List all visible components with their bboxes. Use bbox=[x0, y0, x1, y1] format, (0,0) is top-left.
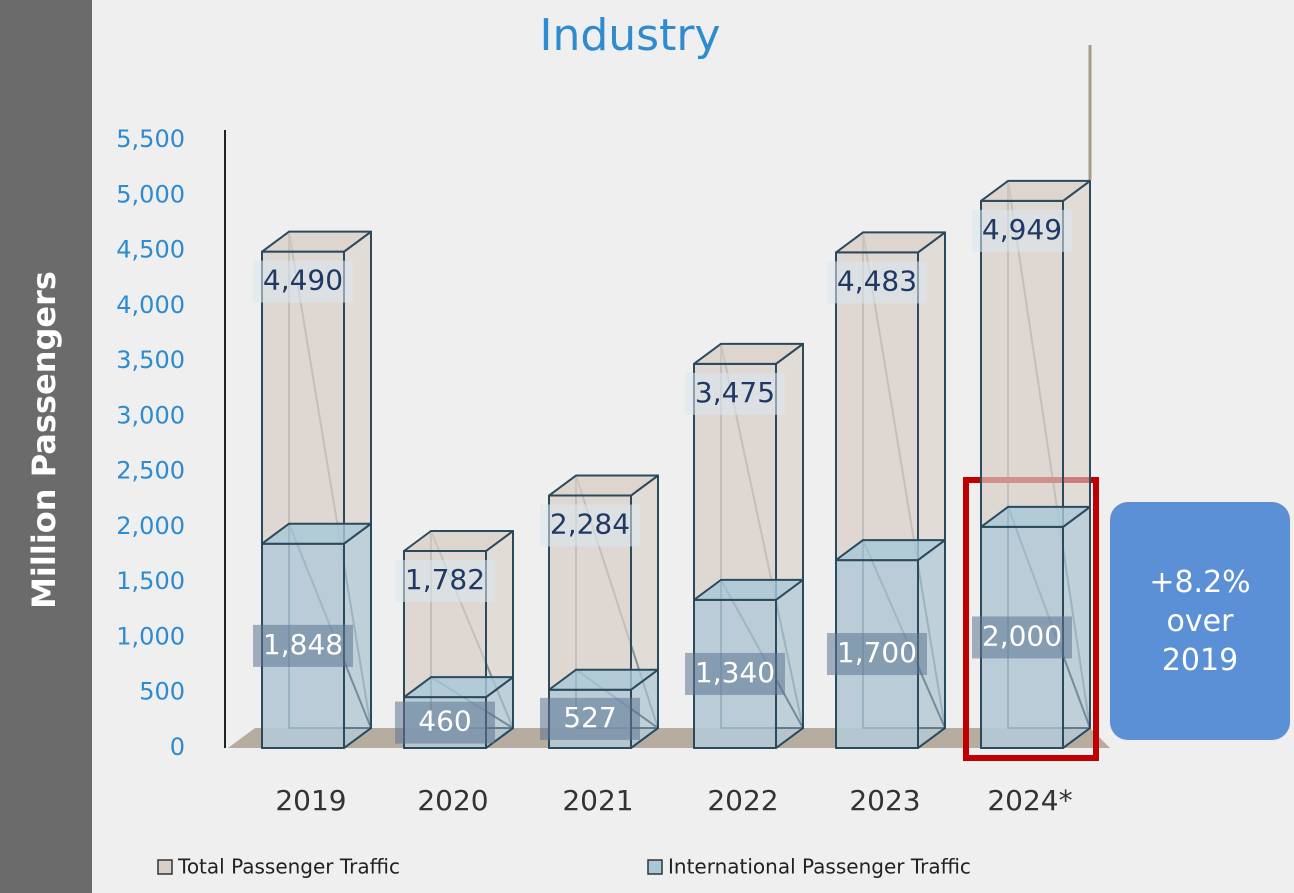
value-label: 460 bbox=[418, 705, 471, 738]
label-bg bbox=[685, 372, 785, 415]
bar-top bbox=[548, 668, 659, 691]
bar-top bbox=[980, 179, 1091, 202]
label-bg bbox=[253, 624, 353, 667]
value-label: 1,848 bbox=[263, 628, 343, 661]
value-label: 2,000 bbox=[982, 619, 1062, 652]
bar-top bbox=[261, 522, 372, 545]
bar-top bbox=[403, 530, 514, 553]
value-label: 1,700 bbox=[837, 636, 917, 669]
x-tick-label: 2022 bbox=[707, 784, 778, 817]
label-bg bbox=[395, 701, 495, 744]
y-tick-label: 1,000 bbox=[116, 622, 185, 650]
value-label: 1,340 bbox=[695, 656, 775, 689]
y-axis-label: Million Passengers bbox=[25, 271, 63, 609]
bar-top bbox=[693, 578, 804, 601]
x-tick-label: 2019 bbox=[275, 784, 346, 817]
label-bg bbox=[540, 504, 640, 547]
axis-band bbox=[0, 0, 92, 893]
label-bg bbox=[827, 261, 927, 304]
bar-top bbox=[980, 505, 1091, 528]
value-label: 2,284 bbox=[550, 508, 630, 541]
bar-top bbox=[835, 231, 946, 254]
y-tick-label: 4,000 bbox=[116, 291, 185, 319]
label-bg bbox=[972, 616, 1072, 659]
label-bg bbox=[395, 560, 495, 603]
value-label: 1,782 bbox=[405, 563, 485, 596]
legend-label: International Passenger Traffic bbox=[668, 855, 971, 879]
y-tick-label: 500 bbox=[139, 678, 185, 706]
bar-top bbox=[261, 230, 372, 253]
label-bg bbox=[685, 652, 785, 695]
y-tick-label: 4,500 bbox=[116, 236, 185, 264]
y-tick-label: 3,000 bbox=[116, 401, 185, 429]
label-bg bbox=[972, 209, 1072, 252]
legend-label: Total Passenger Traffic bbox=[177, 855, 400, 879]
bar-top bbox=[835, 539, 946, 562]
y-tick-label: 5,500 bbox=[116, 125, 185, 153]
value-label: 4,949 bbox=[982, 213, 1062, 246]
y-tick-label: 0 bbox=[170, 733, 185, 761]
y-tick-label: 3,500 bbox=[116, 346, 185, 374]
legend-swatch bbox=[647, 859, 663, 875]
label-bg bbox=[540, 697, 640, 740]
y-tick-label: 5,000 bbox=[116, 180, 185, 208]
value-label: 4,483 bbox=[837, 264, 917, 297]
legend-swatch bbox=[157, 859, 173, 875]
label-bg bbox=[827, 633, 927, 676]
y-tick-label: 1,500 bbox=[116, 567, 185, 595]
value-label: 4,490 bbox=[263, 264, 343, 297]
y-tick-label: 2,000 bbox=[116, 512, 185, 540]
label-bg bbox=[253, 260, 353, 303]
y-tick-label: 2,500 bbox=[116, 457, 185, 485]
annotation: +8.2% over 2019 bbox=[1110, 502, 1290, 740]
value-label: 527 bbox=[563, 701, 616, 734]
bar-top bbox=[693, 342, 804, 365]
bar-top bbox=[548, 474, 659, 497]
chart-title: Industry bbox=[540, 10, 721, 61]
x-tick-label: 2021 bbox=[562, 784, 633, 817]
x-tick-label: 2020 bbox=[417, 784, 488, 817]
value-label: 3,475 bbox=[695, 376, 775, 409]
x-tick-label: 2023 bbox=[849, 784, 920, 817]
x-tick-label: 2024* bbox=[987, 784, 1072, 817]
bar-top bbox=[403, 676, 514, 699]
